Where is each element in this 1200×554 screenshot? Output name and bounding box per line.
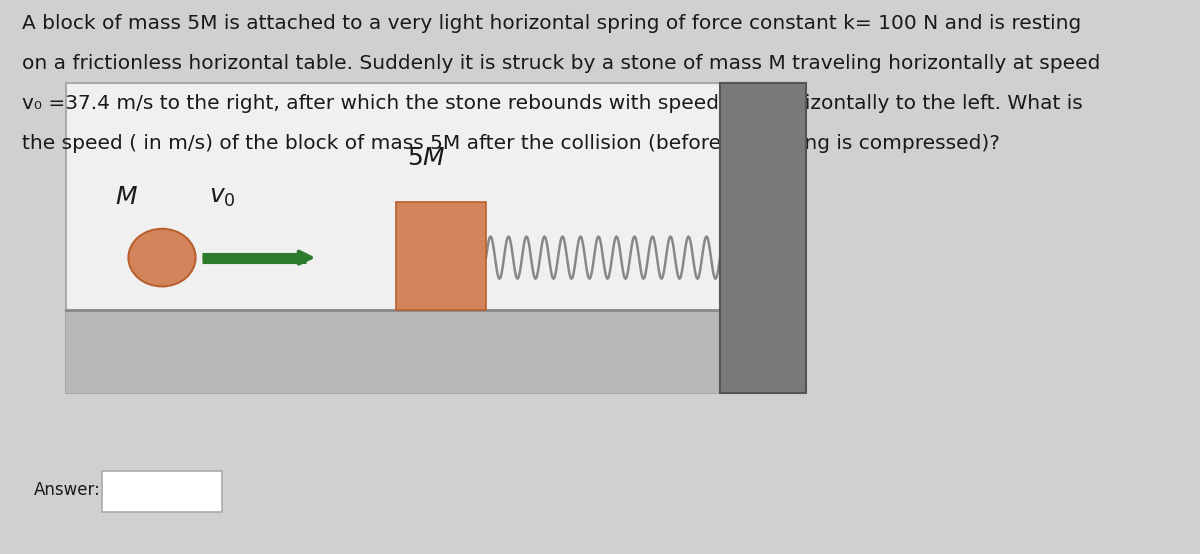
Bar <box>66 83 804 393</box>
Text: $M$: $M$ <box>114 184 138 209</box>
Text: Answer:: Answer: <box>34 481 101 499</box>
Bar <box>102 471 222 512</box>
Text: A block of mass 5M is attached to a very light horizontal spring of force consta: A block of mass 5M is attached to a very… <box>22 14 1081 33</box>
Bar <box>720 83 806 393</box>
Bar <box>396 202 486 310</box>
Text: the speed ( in m/s) of the block of mass 5M after the collision (before the spri: the speed ( in m/s) of the block of mass… <box>22 134 1000 152</box>
Text: v₀ =37.4 m/s to the right, after which the stone rebounds with speed v₀/3 horizo: v₀ =37.4 m/s to the right, after which t… <box>22 94 1082 112</box>
Ellipse shape <box>128 229 196 286</box>
Bar <box>66 310 804 393</box>
Text: on a frictionless horizontal table. Suddenly it is struck by a stone of mass M t: on a frictionless horizontal table. Sudd… <box>22 54 1100 73</box>
Text: $5M$: $5M$ <box>407 146 445 170</box>
Text: $v_0$: $v_0$ <box>209 184 235 209</box>
